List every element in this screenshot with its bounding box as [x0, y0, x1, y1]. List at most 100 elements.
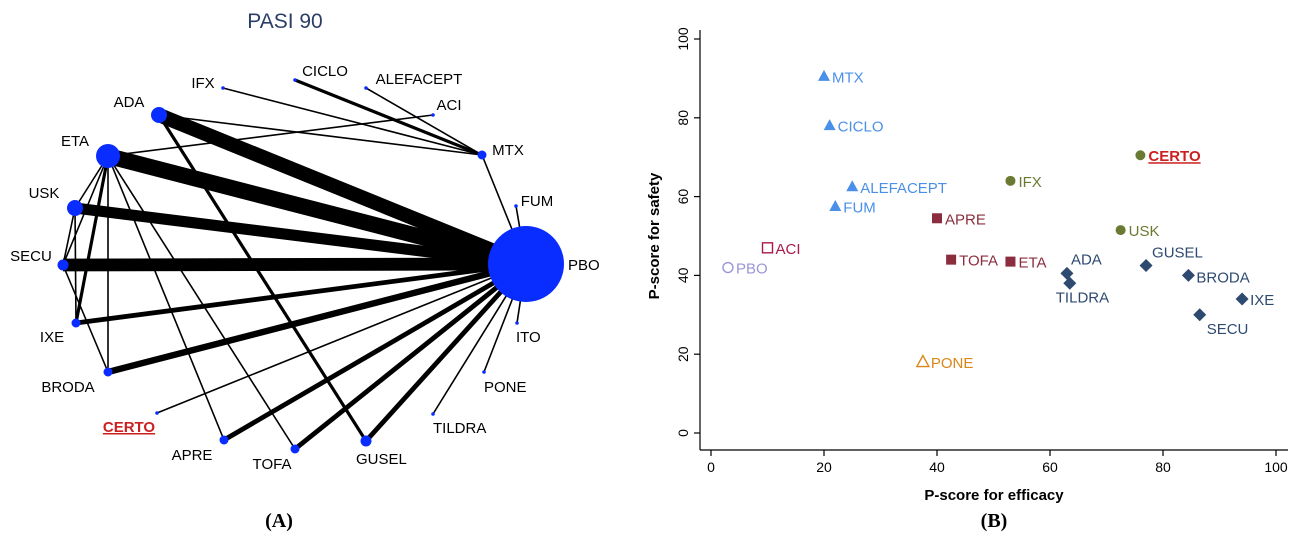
point-label-apre: APRE	[945, 211, 986, 228]
edge-ixe-pbo	[75, 261, 527, 326]
edge-secu-pbo	[62, 257, 527, 272]
edge-ciclo-mtx	[294, 78, 483, 157]
edge-eta-pbo	[105, 148, 529, 272]
node-label-pbo: PBO	[568, 257, 600, 274]
network-edges	[62, 78, 529, 451]
node-label-gusel: GUSEL	[356, 451, 407, 468]
edge-eta-ixe	[74, 155, 110, 324]
edge-usk-pbo	[74, 202, 527, 270]
node-label-ifx: IFX	[191, 75, 214, 92]
node-pone	[482, 370, 486, 374]
node-label-ixe: IXE	[40, 329, 64, 346]
point-label-mtx: MTX	[832, 69, 864, 86]
node-label-usk: USK	[29, 185, 60, 202]
node-usk	[67, 200, 83, 216]
node-label-eta: ETA	[61, 133, 89, 150]
edge-gusel-pbo	[364, 262, 528, 443]
point-usk	[1115, 225, 1126, 236]
point-ada	[1060, 266, 1074, 280]
x-axis-label: P-score for efficacy	[924, 487, 1064, 504]
node-ixe	[71, 318, 81, 328]
edge-broda-pbo	[107, 260, 527, 376]
point-broda	[1181, 268, 1195, 282]
point-certo	[1135, 150, 1146, 161]
x-tick-label: 80	[1155, 459, 1171, 475]
scatter-axes: 0 20 40 60 80 100 0 20 40 60 80 100	[675, 27, 1288, 475]
node-label-ciclo: CICLO	[302, 63, 348, 80]
y-tick-label: 0	[675, 429, 691, 437]
point-label-tofa: TOFA	[959, 253, 998, 270]
node-label-tofa: TOFA	[253, 456, 292, 473]
point-label-fum: FUM	[843, 199, 876, 216]
edge-ada-gusel	[157, 114, 368, 442]
edge-usk-ixe	[74, 207, 77, 324]
point-ciclo	[823, 119, 836, 131]
node-label-tildra: TILDRA	[433, 420, 486, 437]
node-tildra	[431, 412, 435, 416]
network-labels: PBO ITO PONE TILDRA GUSEL TOFA APRE CERTO BRODA I…	[10, 63, 600, 473]
node-label-broda: BRODA	[41, 379, 94, 396]
node-label-alefacept: ALEFACEPT	[376, 71, 463, 88]
x-tick-label: 20	[816, 459, 832, 475]
node-label-ada: ADA	[114, 94, 145, 111]
network-nodes	[57, 78, 564, 454]
point-label-broda: BRODA	[1196, 269, 1249, 286]
point-pbo	[722, 261, 734, 274]
point-label-pbo: PBO	[736, 261, 768, 278]
point-label-pone: PONE	[931, 355, 974, 372]
node-ito	[515, 321, 519, 325]
point-alefacept	[846, 180, 859, 192]
point-label-ixe: IXE	[1250, 292, 1274, 309]
panel-a-caption: (A)	[265, 510, 293, 532]
point-label-usk: USK	[1129, 223, 1160, 240]
edge-eta-tofa	[107, 155, 296, 450]
x-tick-label: 40	[929, 459, 945, 475]
node-label-aci: ACI	[436, 97, 461, 114]
edge-eta-apre	[107, 155, 225, 441]
node-ifx	[221, 86, 225, 90]
edge-ifx-mtx	[222, 87, 483, 156]
point-apre	[932, 213, 942, 224]
node-label-certo: CERTO	[103, 419, 156, 436]
point-label-alefacept: ALEFACEPT	[860, 180, 947, 197]
point-label-ada: ADA	[1071, 251, 1102, 268]
node-gusel	[360, 435, 372, 447]
point-label-ifx: IFX	[1018, 174, 1041, 191]
scatter-panel: 0 20 40 60 80 100 0 20 40 60 80 100 P-score for eff…	[646, 27, 1288, 532]
node-broda	[103, 367, 113, 377]
point-eta	[1005, 256, 1016, 267]
node-apre	[219, 435, 229, 445]
edge-ada-mtx	[158, 114, 483, 156]
node-aci	[431, 113, 435, 117]
x-tick-label: 100	[1264, 459, 1288, 475]
edge-eta-secu	[62, 155, 109, 266]
edge-tofa-pbo	[293, 262, 528, 451]
x-tick-label: 60	[1042, 459, 1058, 475]
point-gusel	[1139, 259, 1153, 273]
network-panel: PASI 90 PBO ITO PONE TILDRA GUSEL TOFA APRE CER…	[10, 10, 600, 532]
x-tick-label: 0	[707, 459, 715, 475]
node-pbo	[488, 226, 564, 302]
node-certo	[155, 411, 159, 415]
y-tick-label: 60	[675, 189, 691, 205]
point-fum	[829, 199, 842, 211]
node-label-apre: APRE	[172, 447, 213, 464]
point-label-tildra: TILDRA	[1056, 289, 1109, 306]
point-label-aci: ACI	[776, 241, 801, 258]
point-ifx	[1005, 175, 1016, 186]
node-label-secu: SECU	[10, 248, 52, 265]
y-tick-label: 40	[675, 267, 691, 283]
node-ciclo	[293, 78, 297, 82]
edge-alefacept-mtx	[365, 87, 483, 156]
edge-certo-pbo	[156, 263, 527, 414]
edge-secu-broda	[62, 264, 109, 373]
point-pone	[915, 354, 931, 368]
point-aci	[761, 242, 774, 254]
node-tofa	[290, 444, 300, 454]
edge-usk-secu	[62, 207, 76, 266]
y-tick-label: 100	[675, 27, 691, 51]
node-label-mtx: MTX	[492, 142, 524, 159]
edge-apre-pbo	[222, 261, 528, 443]
y-tick-label: 80	[675, 110, 691, 126]
